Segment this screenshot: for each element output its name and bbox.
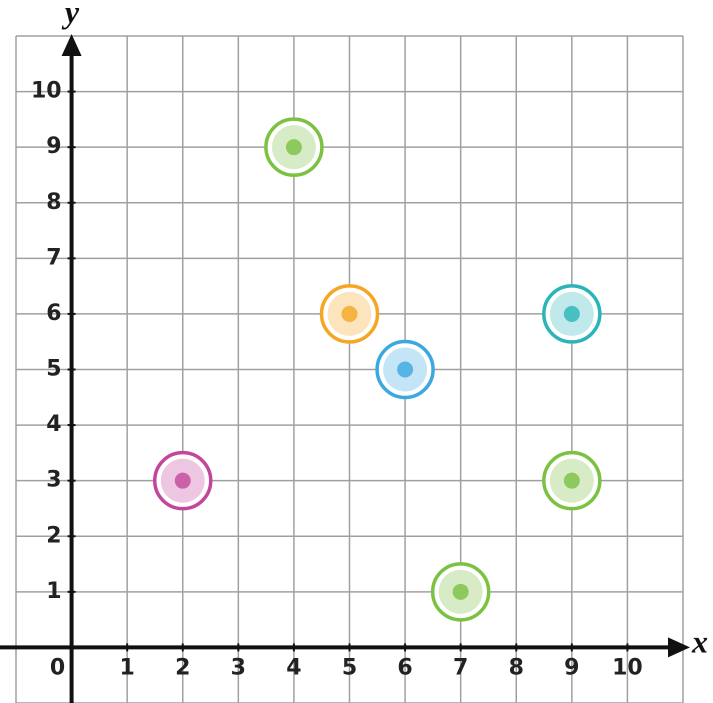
y-tick-label: 2	[46, 523, 61, 548]
x-tick-label: 1	[120, 655, 135, 680]
x-axis-arrow	[668, 637, 690, 658]
axes: 0 1 2 3 4 5 6 7 8 9 10 1 2 3 4 5 6 7 8 9 10	[0, 34, 690, 703]
point	[153, 450, 213, 511]
x-tick-label: 0	[50, 655, 65, 680]
y-tick-label: 4	[46, 412, 61, 437]
point-dot	[341, 305, 358, 322]
point	[319, 284, 380, 344]
y-tick-label: 9	[46, 134, 61, 159]
x-tick-label: 4	[286, 655, 301, 680]
x-tick-label: 6	[397, 655, 412, 680]
point	[542, 284, 602, 344]
point-dot	[397, 361, 414, 378]
x-tick-label: 7	[453, 655, 468, 680]
y-tick-label: 3	[46, 468, 61, 493]
point	[542, 450, 602, 511]
point-dot	[174, 472, 191, 489]
point-dot	[563, 472, 580, 489]
point-dot	[563, 305, 580, 322]
x-tick-label: 8	[509, 655, 524, 680]
x-tick-label: 2	[175, 655, 190, 680]
grid	[15, 35, 684, 703]
x-tick-label: 9	[564, 655, 579, 680]
point	[375, 339, 435, 400]
point-dot	[452, 583, 469, 600]
x-tick-label: 10	[612, 655, 643, 680]
y-axis-arrow	[61, 34, 82, 56]
marks	[153, 117, 602, 622]
y-tick-label: 8	[46, 190, 61, 215]
y-tick-label: 1	[46, 579, 61, 604]
y-tick-label: 5	[46, 357, 61, 382]
x-axis-label: x	[691, 623, 708, 659]
y-tick-label: 10	[31, 79, 62, 104]
point-dot	[285, 139, 302, 156]
y-axis-label: y	[61, 0, 80, 29]
x-tick-label: 3	[231, 655, 246, 680]
y-tick-label: 6	[46, 301, 61, 326]
x-tick-label: 5	[342, 655, 357, 680]
point	[264, 117, 324, 177]
y-tick-label: 7	[46, 245, 61, 270]
point	[430, 562, 491, 622]
